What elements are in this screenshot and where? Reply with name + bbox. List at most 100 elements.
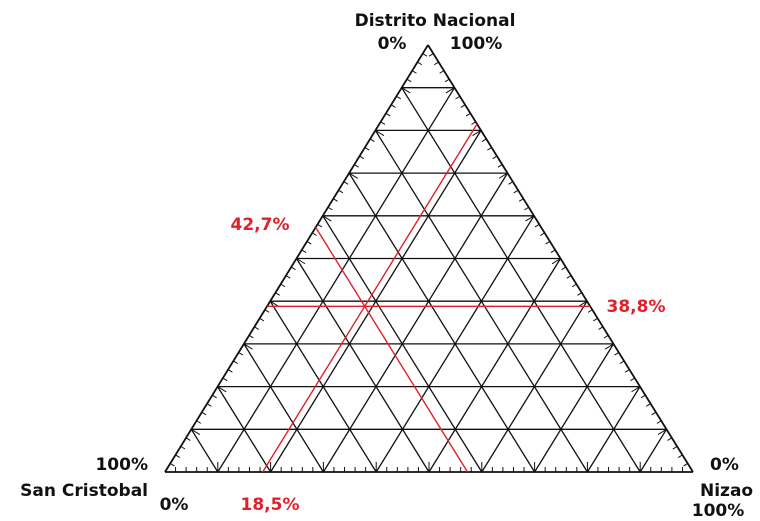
tick-mark [275,292,280,296]
tick-mark [603,334,609,339]
grid-line [534,343,615,473]
tick-mark [422,53,428,57]
tick-mark [492,155,498,160]
tick-mark [551,258,561,265]
grid-line [639,428,668,473]
tick-mark [217,386,227,393]
grid-line [269,300,377,473]
tick-mark [354,164,359,168]
tick-mark [428,53,434,57]
tick-mark [259,317,265,322]
tick-mark [180,445,186,450]
tick-mark [243,343,253,350]
tick-mark [333,198,338,202]
tick-mark [348,172,358,179]
vertex-label: 100% [692,501,745,521]
marker-label: 42,7% [231,215,290,235]
tick-mark [411,70,417,74]
tick-mark [657,428,667,435]
tick-mark [343,181,349,185]
tick-mark [498,172,508,179]
tick-mark [396,95,401,100]
tick-mark [227,369,233,373]
tick-mark [238,352,244,356]
marker-line [262,123,478,473]
tick-mark [656,420,662,424]
tick-mark [631,386,641,393]
tick-mark [369,138,375,142]
grid-line [322,215,483,473]
vertex-label: 0% [378,34,407,54]
tick-mark [578,300,588,307]
tick-mark [550,249,556,254]
tick-mark [380,121,386,125]
vertex-label: 100% [95,455,148,475]
marker-label: 38,8% [607,297,666,317]
grid-line [401,87,641,473]
vertex-label: 100% [450,34,503,54]
tick-mark [375,129,385,137]
tick-mark [434,61,439,66]
tick-mark [417,61,422,66]
tick-mark [540,232,545,236]
grid-line [217,87,456,473]
tick-mark [566,275,572,279]
grid-line [428,258,562,473]
tick-mark [444,78,450,83]
tick-mark [338,189,344,194]
tick-mark [290,266,296,271]
tick-mark [169,463,175,467]
grid-line [348,172,536,473]
tick-mark [624,369,630,373]
tick-mark [651,411,657,416]
tick-mark [212,394,217,399]
tick-mark [465,112,471,117]
marker-label: 18,5% [241,495,300,515]
vertex-name: Distrito Nacional [355,11,516,31]
tick-mark [445,87,455,94]
tick-mark [593,317,598,322]
vertex-label: 0% [160,495,189,515]
tick-mark [524,206,529,211]
tick-mark [545,240,551,245]
tick-mark [630,377,635,382]
grid-line [190,428,219,473]
tick-mark [185,437,191,441]
tick-mark [487,147,492,151]
tick-mark [455,95,461,100]
tick-mark [175,454,181,458]
tick-mark [248,334,254,339]
tick-mark [571,283,577,288]
tick-mark [683,463,688,467]
grid-line [374,130,588,473]
grid-line [295,258,430,473]
tick-mark [667,437,673,441]
tick-mark [327,206,333,211]
tick-mark [385,112,391,117]
tick-mark [406,78,412,83]
tick-mark [640,394,646,399]
vertex-name: San Cristobal [20,481,148,501]
tick-mark [401,87,411,94]
tick-mark [619,360,625,365]
tick-mark [264,309,270,313]
tick-mark [497,164,503,168]
tick-mark [598,326,604,330]
tick-mark [481,138,487,143]
tick-mark [577,292,582,296]
tick-mark [471,121,476,125]
vertex-name: Nizao [700,481,753,501]
tick-mark [306,240,312,245]
tick-mark [364,147,370,151]
grid-line [217,386,272,473]
tick-mark [191,428,201,435]
tick-mark [525,215,535,222]
tick-mark [614,352,620,356]
tick-mark [472,129,482,137]
tick-mark [359,155,365,160]
tick-mark [518,198,524,202]
tick-mark [196,420,202,424]
tick-mark [254,326,259,330]
tick-mark [604,343,614,350]
